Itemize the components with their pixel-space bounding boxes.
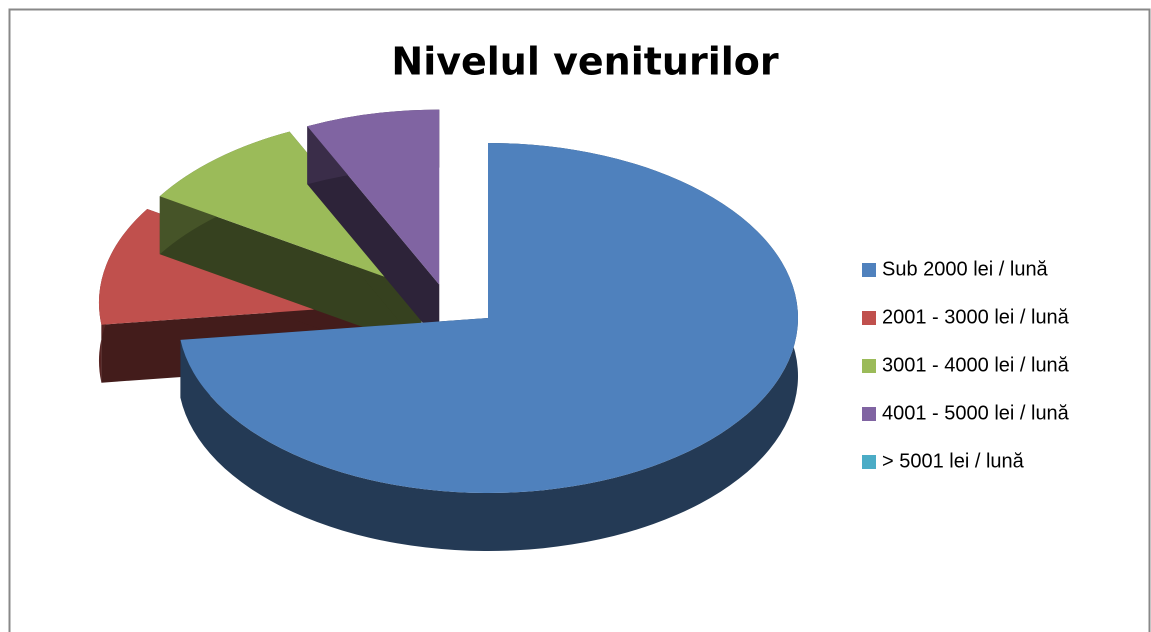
legend-swatch (862, 407, 876, 421)
legend-label: > 5001 lei / lună (882, 450, 1025, 472)
slice-top (159, 131, 422, 290)
legend-swatch (862, 311, 876, 325)
pie-slice (307, 109, 440, 343)
legend-swatch (862, 455, 876, 469)
slice-top (307, 109, 440, 285)
pie-slice (180, 143, 798, 551)
slice-wall (159, 196, 422, 348)
chart-title: Nivelul veniturilor (391, 40, 778, 84)
legend-label: Sub 2000 lei / lună (882, 258, 1049, 280)
legend-swatch (862, 263, 876, 277)
legend-label: 2001 - 3000 lei / lună (882, 306, 1070, 328)
slice-top (180, 143, 798, 493)
slice-wall (307, 126, 440, 343)
legend-label: 4001 - 5000 lei / lună (882, 402, 1070, 424)
legend-label: 3001 - 4000 lei / lună (882, 354, 1070, 376)
legend-swatch (862, 359, 876, 373)
